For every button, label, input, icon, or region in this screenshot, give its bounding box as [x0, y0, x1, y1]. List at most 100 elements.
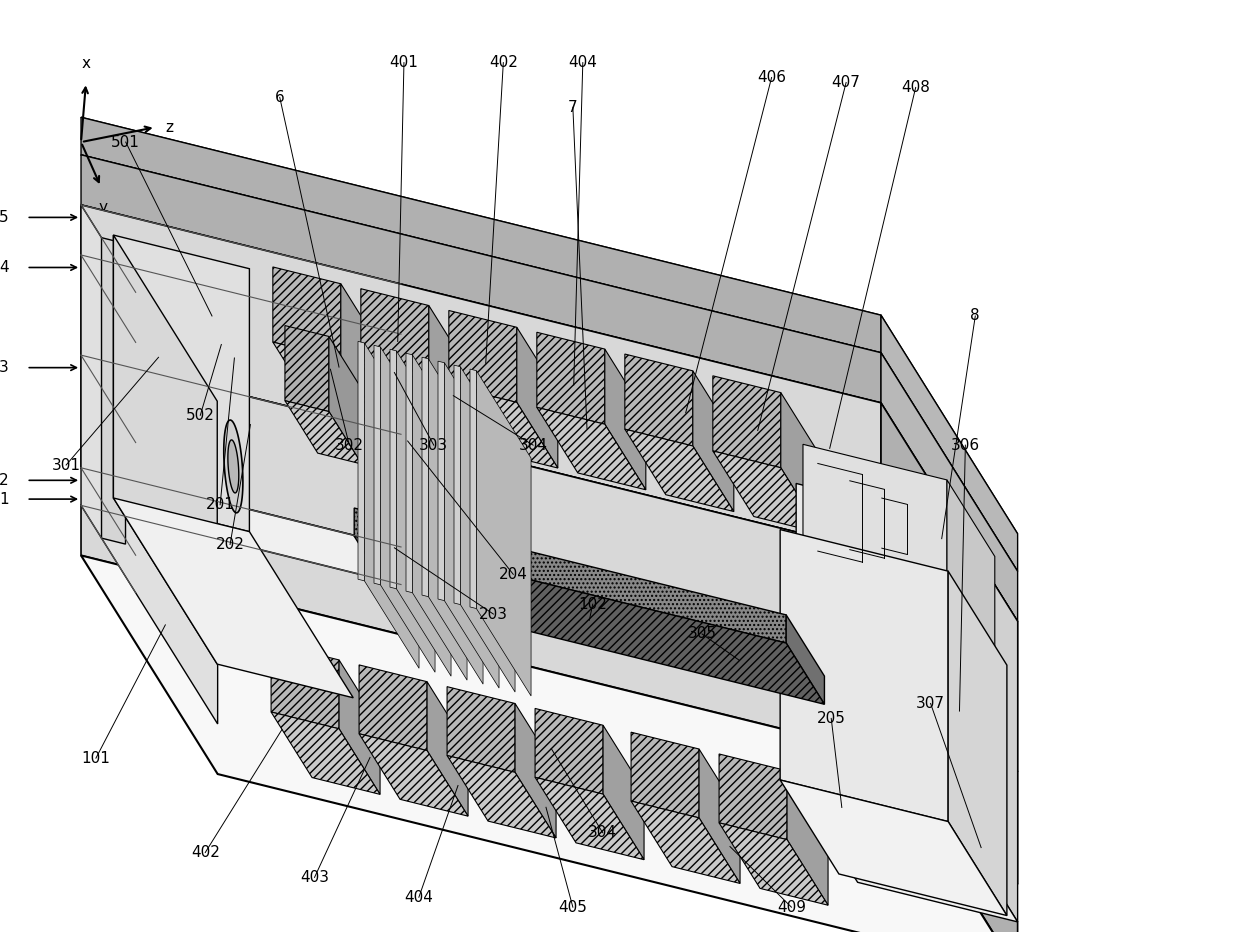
Polygon shape	[113, 235, 217, 664]
Polygon shape	[341, 283, 382, 424]
Polygon shape	[429, 306, 470, 446]
Text: 408: 408	[901, 79, 930, 95]
Polygon shape	[374, 345, 381, 584]
Polygon shape	[517, 327, 558, 468]
Polygon shape	[949, 571, 1007, 915]
Text: 1: 1	[0, 492, 9, 507]
Polygon shape	[361, 289, 429, 381]
Text: 404: 404	[568, 55, 598, 70]
Polygon shape	[796, 483, 956, 824]
Polygon shape	[605, 349, 646, 490]
Polygon shape	[603, 726, 644, 859]
Polygon shape	[719, 823, 828, 905]
Polygon shape	[81, 555, 1018, 935]
Text: 409: 409	[777, 899, 806, 914]
Polygon shape	[631, 732, 699, 818]
Text: 201: 201	[206, 497, 234, 512]
Polygon shape	[880, 703, 1018, 935]
Polygon shape	[391, 350, 397, 589]
Text: y: y	[98, 200, 108, 215]
Polygon shape	[113, 235, 249, 532]
Text: 205: 205	[817, 711, 846, 726]
Polygon shape	[537, 408, 646, 490]
Polygon shape	[880, 315, 1018, 571]
Polygon shape	[786, 615, 825, 704]
Text: 102: 102	[578, 597, 608, 611]
Text: 501: 501	[112, 135, 140, 150]
Text: 404: 404	[404, 890, 433, 905]
Polygon shape	[631, 801, 740, 884]
Polygon shape	[428, 359, 484, 684]
Polygon shape	[285, 401, 362, 464]
Polygon shape	[360, 665, 427, 751]
Polygon shape	[81, 355, 1018, 771]
Polygon shape	[381, 347, 435, 672]
Polygon shape	[272, 712, 381, 795]
Polygon shape	[625, 354, 693, 446]
Text: 4: 4	[0, 260, 9, 275]
Polygon shape	[272, 643, 339, 728]
Text: 302: 302	[335, 438, 363, 453]
Polygon shape	[81, 117, 880, 352]
Text: 101: 101	[82, 751, 110, 766]
Text: 401: 401	[389, 55, 418, 70]
Polygon shape	[273, 266, 341, 359]
Polygon shape	[81, 205, 218, 724]
Text: x: x	[82, 55, 91, 70]
Text: 6: 6	[275, 90, 285, 105]
Polygon shape	[713, 451, 822, 533]
Polygon shape	[361, 364, 470, 446]
Polygon shape	[81, 468, 1018, 885]
Polygon shape	[422, 357, 428, 597]
Polygon shape	[780, 780, 1007, 915]
Polygon shape	[102, 237, 125, 544]
Polygon shape	[781, 393, 822, 533]
Text: 304: 304	[518, 438, 548, 453]
Polygon shape	[460, 367, 515, 692]
Polygon shape	[81, 155, 1018, 571]
Text: 402: 402	[489, 55, 518, 70]
Polygon shape	[427, 682, 467, 816]
Polygon shape	[449, 385, 558, 468]
Text: 2: 2	[0, 473, 9, 488]
Polygon shape	[880, 553, 1018, 885]
Polygon shape	[355, 536, 825, 704]
Polygon shape	[476, 370, 531, 696]
Polygon shape	[360, 734, 467, 816]
Polygon shape	[536, 709, 603, 794]
Polygon shape	[397, 351, 451, 676]
Polygon shape	[536, 777, 644, 859]
Polygon shape	[796, 784, 1018, 922]
Polygon shape	[81, 205, 1018, 622]
Polygon shape	[719, 754, 787, 840]
Polygon shape	[693, 371, 734, 511]
Text: 204: 204	[498, 567, 528, 582]
Polygon shape	[449, 310, 517, 402]
Polygon shape	[81, 505, 880, 754]
Polygon shape	[358, 341, 365, 581]
Text: 406: 406	[758, 70, 786, 85]
Text: 402: 402	[191, 845, 219, 860]
Polygon shape	[81, 117, 1018, 534]
Text: 407: 407	[832, 75, 861, 90]
Polygon shape	[113, 498, 353, 698]
Polygon shape	[405, 353, 413, 593]
Text: 307: 307	[916, 696, 945, 711]
Text: 5: 5	[0, 209, 9, 225]
Text: 202: 202	[216, 537, 244, 552]
Polygon shape	[228, 439, 239, 493]
Polygon shape	[515, 703, 556, 838]
Polygon shape	[81, 155, 880, 403]
Polygon shape	[413, 354, 467, 680]
Polygon shape	[81, 355, 880, 666]
Polygon shape	[273, 342, 382, 424]
Text: z: z	[165, 120, 174, 135]
Polygon shape	[804, 544, 994, 656]
Polygon shape	[804, 444, 947, 580]
Polygon shape	[880, 403, 1018, 771]
Polygon shape	[470, 369, 476, 609]
Polygon shape	[947, 480, 994, 656]
Text: 502: 502	[186, 408, 215, 423]
Text: 405: 405	[558, 899, 588, 914]
Polygon shape	[355, 508, 786, 643]
